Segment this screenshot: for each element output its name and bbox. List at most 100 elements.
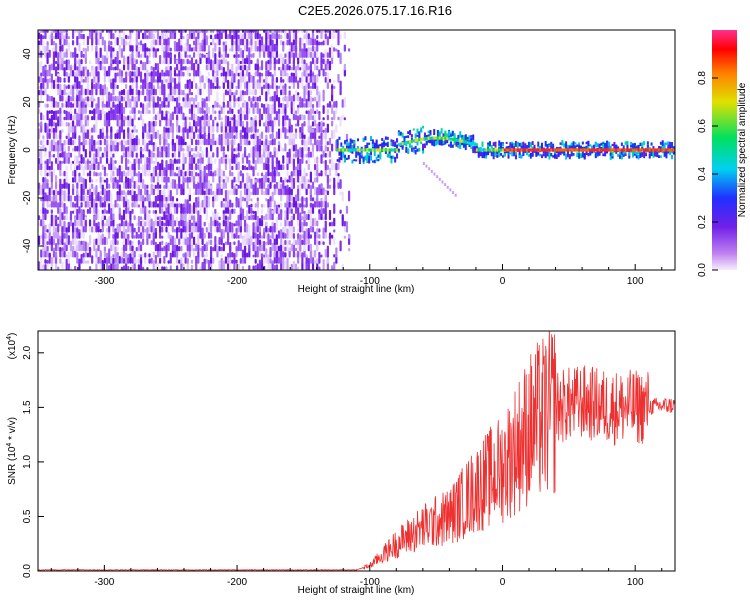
heatmap-cell: [633, 152, 636, 156]
heatmap-cell: [125, 116, 128, 121]
heatmap-cell: [180, 257, 183, 264]
heatmap-cell: [120, 70, 124, 77]
heatmap-cell: [103, 188, 107, 196]
heatmap-cell: [71, 120, 75, 127]
heatmap-cell: [368, 155, 371, 160]
heatmap-cell: [114, 56, 117, 65]
heatmap-cell: [459, 131, 462, 137]
heatmap-cell: [82, 252, 85, 258]
heatmap-cell: [178, 135, 181, 146]
heatmap-cell: [292, 134, 295, 139]
heatmap-cell: [156, 129, 160, 139]
heatmap-cell: [318, 266, 321, 270]
heatmap-cell: [646, 148, 649, 152]
heatmap-cell: [522, 151, 525, 156]
heatmap-cell: [180, 228, 183, 239]
heatmap-cell: [265, 91, 268, 102]
heatmap-cell: [552, 143, 555, 149]
heatmap-cell: [184, 156, 187, 164]
heatmap-cell: [190, 215, 194, 221]
heatmap-cell: [133, 235, 136, 239]
heatmap-cell: [267, 184, 270, 189]
heatmap-cell: [199, 30, 202, 33]
heatmap-cell: [197, 234, 200, 246]
heatmap-cell: [237, 200, 240, 208]
heatmap-cell: [222, 130, 225, 139]
heatmap-cell: [152, 96, 155, 102]
heatmap-cell: [309, 243, 312, 252]
heatmap-cell: [139, 102, 143, 108]
heatmap-cell: [103, 103, 107, 108]
heatmap-cell: [533, 148, 536, 152]
heatmap-cell: [477, 153, 480, 158]
heatmap-cell: [40, 146, 43, 158]
heatmap-cell: [176, 42, 179, 52]
heatmap-cell: [492, 152, 495, 155]
heatmap-cell: [120, 195, 124, 202]
heatmap-cell: [322, 216, 325, 221]
heatmap-cell: [307, 183, 310, 189]
heatmap-cell: [216, 33, 219, 40]
heatmap-cell: [161, 247, 164, 252]
heatmap-cell: [220, 186, 223, 196]
heatmap-cell: [309, 151, 312, 158]
heatmap-cell: [93, 238, 96, 246]
heatmap-cell: [129, 70, 132, 77]
spectrogram-x-label: Height of straight line (km): [298, 284, 415, 295]
heatmap-cell: [269, 140, 272, 146]
heatmap-cell: [282, 68, 285, 77]
heatmap-cell: [341, 214, 344, 221]
heatmap-cell: [633, 149, 636, 154]
heatmap-cell: [235, 246, 238, 252]
top-x-tick-label: 0: [500, 276, 506, 287]
heatmap-cell: [326, 61, 329, 71]
heatmap-cell: [410, 145, 413, 149]
heatmap-cell: [231, 108, 234, 114]
heatmap-cell: [152, 47, 155, 52]
heatmap-cell: [135, 88, 138, 96]
heatmap-cell: [209, 255, 213, 264]
heatmap-cell: [286, 115, 289, 121]
heatmap-cell: [220, 106, 223, 114]
heatmap-cell: [154, 211, 157, 221]
heatmap-cell: [299, 212, 302, 221]
heatmap-cell: [150, 134, 153, 146]
heatmap-cell: [297, 105, 300, 114]
heatmap-cell: [59, 45, 62, 52]
heatmap-cell: [63, 60, 66, 65]
heatmap-cell: [280, 30, 283, 33]
heatmap-cell: [632, 149, 635, 155]
heatmap-cell: [260, 72, 264, 77]
heatmap-cell: [252, 214, 255, 221]
heatmap-cell: [190, 126, 194, 133]
heatmap-cell: [101, 65, 104, 71]
heatmap-cell: [273, 169, 276, 177]
heatmap-cell: [487, 150, 490, 156]
heatmap-cell: [127, 265, 130, 270]
heatmap-cell: [280, 80, 283, 90]
heatmap-cell: [88, 164, 92, 171]
heatmap-cell: [88, 170, 92, 177]
heatmap-cell: [169, 218, 172, 227]
heatmap-cell: [282, 125, 285, 133]
heatmap-cell: [260, 177, 264, 189]
heatmap-cell: [309, 184, 312, 196]
heatmap-cell: [351, 144, 354, 151]
heatmap-cell: [38, 45, 41, 52]
heatmap-cell: [258, 180, 262, 189]
heatmap-cell: [205, 164, 208, 171]
heatmap-cell: [212, 119, 215, 127]
heatmap-cell: [182, 36, 185, 40]
heatmap-cell: [600, 142, 603, 146]
heatmap-cell: [74, 47, 77, 52]
heatmap-cell: [231, 171, 234, 177]
heatmap-cell: [161, 79, 164, 90]
heatmap-cell: [226, 138, 230, 146]
heatmap-cell: [48, 64, 51, 71]
heatmap-cell: [207, 71, 211, 77]
heatmap-cell: [286, 262, 289, 270]
heatmap-cell: [184, 117, 187, 121]
heatmap-cell: [305, 160, 308, 164]
heatmap-cell: [159, 103, 162, 114]
heatmap-cell: [305, 30, 308, 33]
